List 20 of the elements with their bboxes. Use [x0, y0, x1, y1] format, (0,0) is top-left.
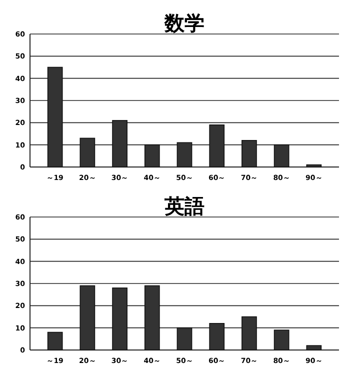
bar [242, 140, 257, 168]
bar [80, 138, 96, 168]
bar [144, 144, 160, 168]
bar [47, 66, 63, 168]
bar [176, 327, 192, 350]
chart-title: 英語 [164, 194, 204, 218]
bar [274, 330, 290, 350]
bar [274, 144, 290, 168]
bar [112, 120, 128, 168]
bar [242, 316, 257, 350]
bar [209, 323, 225, 350]
bar [306, 345, 322, 350]
bar [112, 288, 128, 350]
bar [306, 164, 322, 168]
bar [80, 285, 96, 350]
bar [47, 332, 63, 350]
chart-title: 数学 [164, 11, 204, 35]
bar [144, 285, 160, 350]
bar [176, 142, 192, 168]
bar [209, 124, 225, 168]
